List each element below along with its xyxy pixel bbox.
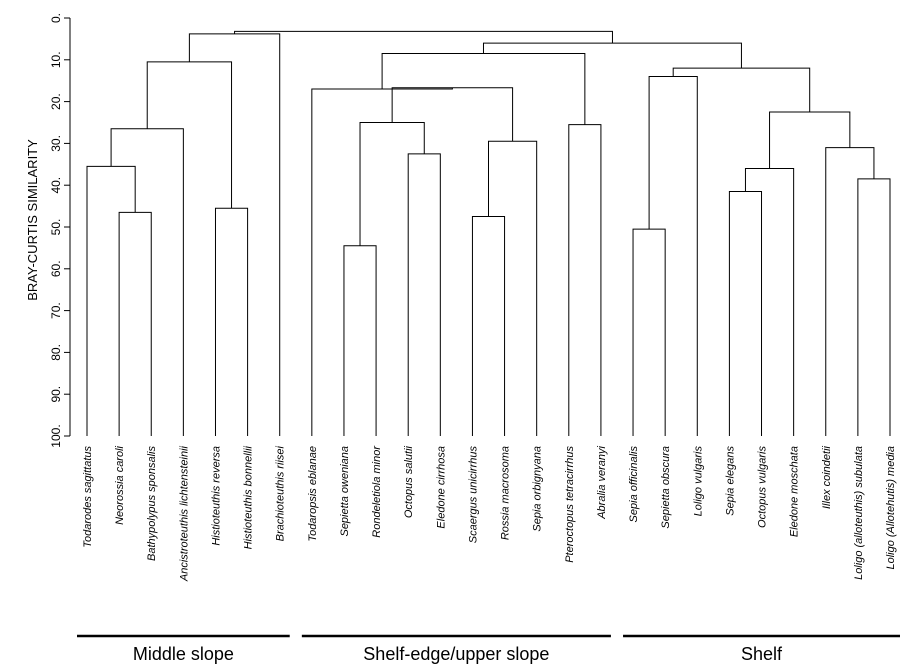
leaf-label: Octopus vulgaris [757,446,769,528]
leaf-label: Todaropsis eblanae [307,446,319,542]
leaf-label: Ancistroteuthis lichtensteinii [178,445,190,582]
dendrogram-link [86,165,136,436]
dendrogram-link [234,30,613,44]
y-tick-label: 10. [49,51,63,68]
dendrogram-link [568,124,602,436]
y-tick-label: 100. [49,424,63,447]
y-tick-label: 90. [49,386,63,403]
leaf-label: Sepia elegans [724,446,736,516]
dendrogram-link [769,111,851,169]
dendrogram-link [359,122,425,246]
y-tick-label: 60. [49,260,63,277]
group-label: Middle slope [133,644,234,664]
dendrogram-link [343,245,377,436]
leaf-label: Loligo (alloteuthis) subulata [853,446,865,580]
y-axis: 0. 10. 20. 30. 40. 50. 60. 70. 80. 90. 100. [49,13,71,448]
leaf-label: Bathypolypus sponsalis [146,446,158,561]
leaf-label: Histioteuthis reversa [210,446,222,546]
leaf-label: Eledone cirrhosa [435,446,447,529]
leaf-label: Loligo vulgaris [692,446,704,517]
leaf-label: Sepia orbignyana [532,446,544,532]
dendrogram-link [672,67,811,113]
leaf-label: Brachioteuthis riisei [275,445,287,541]
dendrogram-link [407,153,441,436]
leaf-labels: Todarodes sagittatus Neorossia caroli Bath… [82,445,897,582]
leaf-label: Scaergus unicirrhus [467,446,479,544]
leaf-label: Abralia veranyi [596,445,608,519]
leaf-label: Sepietta obscura [660,446,672,529]
dendrogram-link [482,42,742,69]
dendrogram-link [728,190,763,436]
leaf-label: Eledone moschata [789,446,801,537]
y-tick-label: 80. [49,344,63,361]
leaf-label: Rondeletiola minor [371,445,383,538]
leaf-label: Neorossia caroli [114,445,126,524]
group-label: Shelf-edge/upper slope [363,644,549,664]
dendrogram-link [110,128,184,436]
leaf-label: Histioteuthis bonnellii [243,445,255,549]
dendrogram-link [632,228,666,436]
dendrogram-link [188,33,281,436]
leaf-label: Sepia officinalis [628,446,640,523]
dendrogram-links [86,30,891,436]
dendrogram-link [857,178,891,436]
group-brackets: Middle slope Shelf-edge/upper slope Shelf [77,634,900,664]
y-axis-title: BRAY-CURTIS SIMILARITY [25,139,40,301]
leaf-label: Illex coindetii [821,445,833,509]
group-label: Shelf [741,644,783,664]
dendrogram-link [146,61,233,209]
y-tick-label: 50. [49,219,63,236]
leaf-label: Todarodes sagittatus [82,446,94,548]
leaf-label: Pteroctopus tetracirrhus [564,446,576,563]
leaf-label: Loligo (Allotehutis) media [885,446,897,570]
dendrogram-link [825,147,875,436]
dendrogram-link [214,207,249,436]
leaf-label: Sepietta oweniana [339,446,351,537]
dendrogram-link [744,167,795,436]
dendrogram-link [471,216,506,436]
dendrogram-link [118,211,152,436]
dendrogram-link [391,87,514,142]
y-tick-label: 40. [49,177,63,194]
dendrogram-link [311,87,453,436]
leaf-label: Rossia macrosoma [500,446,512,540]
leaf-label: Octopus salutii [403,445,415,518]
y-tick-label: 70. [49,302,63,319]
y-tick-label: 20. [49,93,63,110]
y-tick-label: 0. [49,13,63,23]
y-tick-label: 30. [49,135,63,152]
dendrogram-link [488,140,538,436]
dendrogram-link [648,76,698,436]
